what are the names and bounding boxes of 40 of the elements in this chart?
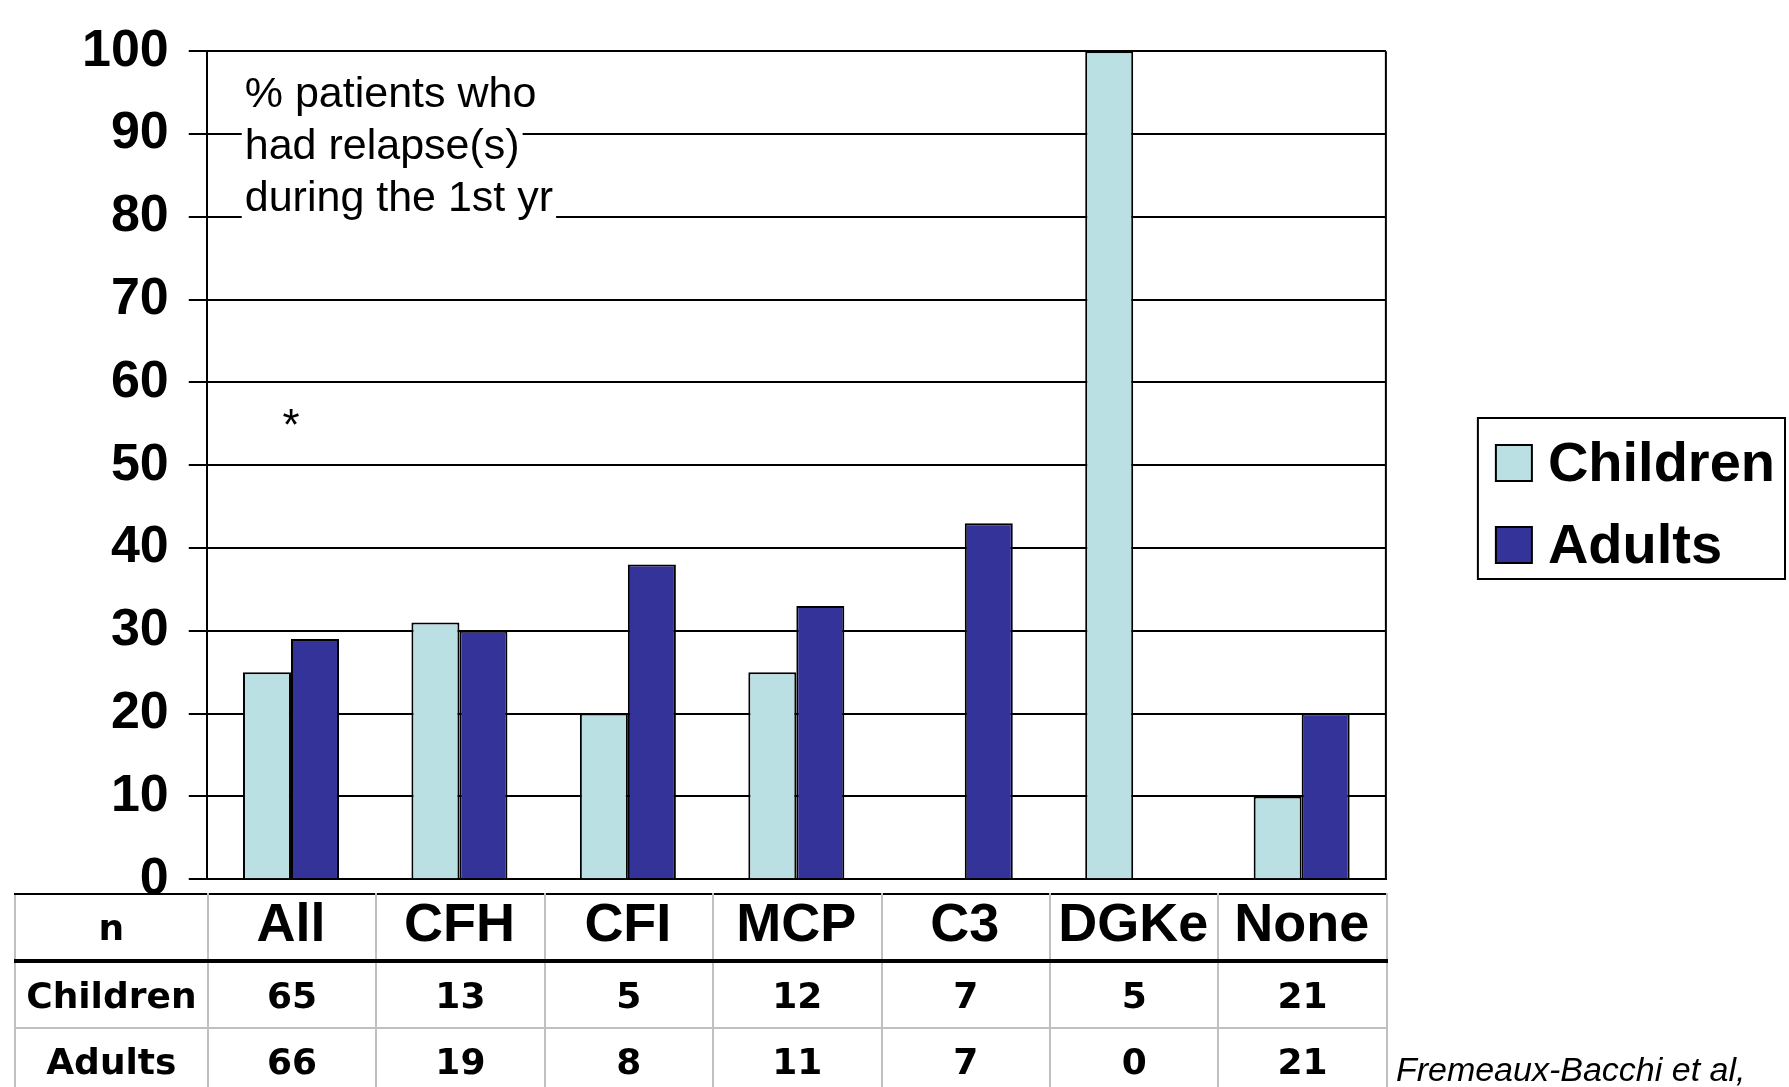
text: Adults: [46, 1041, 177, 1083]
text: 0: [1049, 1028, 1219, 1087]
text: Children: [26, 974, 197, 1016]
text: 66: [207, 1028, 377, 1087]
text: 5: [544, 961, 714, 1029]
text: 8: [544, 1028, 714, 1087]
legend-label: Children: [1547, 429, 1776, 493]
y-tick-label: 60: [110, 349, 169, 408]
annotation: % patients who had relapse(s) during the 1st yr: [244, 68, 554, 221]
x-tick-label: All: [256, 892, 326, 953]
x-tick-label: C3: [930, 892, 1000, 953]
text: 21: [1218, 961, 1387, 1029]
legend-label: Adults: [1547, 511, 1723, 575]
text: Fremeaux-Bacchi et al,: [1395, 1049, 1746, 1087]
text: n: [98, 906, 125, 948]
text: 21: [1218, 1028, 1387, 1087]
text: 19: [376, 1028, 545, 1087]
x-tick-label: None: [1234, 892, 1370, 953]
y-tick-label: 70: [110, 266, 169, 325]
annotation: *: [282, 400, 300, 450]
text: 7: [881, 961, 1050, 1029]
y-tick-label: 80: [110, 184, 169, 243]
y-tick-label: 30: [110, 598, 169, 657]
text: 13: [376, 961, 545, 1029]
y-tick-label: 10: [110, 763, 169, 822]
y-tick-label: 40: [110, 515, 169, 574]
text: 12: [713, 961, 882, 1029]
text: 5: [1049, 961, 1219, 1029]
x-tick-label: DGKe: [1058, 892, 1209, 953]
y-tick-label: 100: [81, 18, 169, 77]
y-tick-label: 50: [110, 432, 169, 491]
text: 11: [713, 1028, 882, 1087]
y-tick-label: 90: [110, 101, 169, 160]
x-tick-label: MCP: [736, 892, 857, 953]
text: 65: [207, 961, 377, 1029]
x-tick-label: CFI: [584, 892, 672, 953]
text: 7: [881, 1028, 1050, 1087]
y-tick-label: 0: [139, 846, 169, 905]
y-tick-label: 20: [110, 680, 169, 739]
x-tick-label: CFH: [403, 892, 515, 953]
